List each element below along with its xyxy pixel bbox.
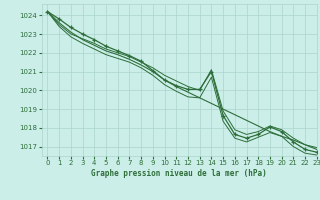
X-axis label: Graphe pression niveau de la mer (hPa): Graphe pression niveau de la mer (hPa) [91,169,267,178]
